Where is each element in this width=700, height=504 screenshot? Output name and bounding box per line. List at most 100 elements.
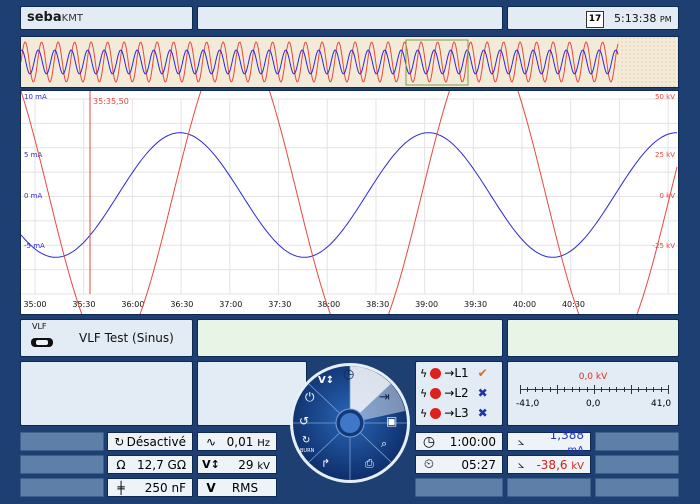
- empty-slot: [595, 478, 679, 497]
- burn-cell[interactable]: ↻ Désactivé: [107, 432, 193, 451]
- phase-row-l3[interactable]: ϟ → L3 ✖: [420, 406, 488, 420]
- series-line: [21, 91, 678, 314]
- burn-icon: ↻: [114, 434, 125, 449]
- empty-slot: [20, 478, 104, 497]
- phase-led: [430, 367, 442, 379]
- scale-tick: [645, 387, 647, 392]
- scale-tick: [520, 385, 521, 394]
- arrow-icon: →: [444, 366, 455, 380]
- capacitance-cell[interactable]: ╪ 250 nF: [107, 478, 193, 497]
- marker-icon[interactable]: ▣: [386, 414, 398, 428]
- cross-icon: ✖: [477, 386, 488, 400]
- mode-panel-right: [507, 319, 679, 357]
- right-axis-tick: 25 kV: [655, 151, 675, 159]
- x-axis-tick: 35:30: [72, 300, 95, 309]
- scale-ticks: [520, 385, 669, 394]
- overview-series: [21, 49, 619, 75]
- elapsed-value: 05:27: [461, 457, 496, 472]
- scale-tick: [594, 385, 595, 394]
- frequency-cell[interactable]: ∿ 0,01 Hz: [197, 432, 277, 451]
- mode-icon: V: [206, 480, 216, 495]
- empty-slot: [20, 455, 104, 474]
- x-axis-tick: 39:30: [464, 300, 487, 309]
- phase-row-l2[interactable]: ϟ → L2 ✖: [420, 386, 488, 400]
- x-axis-tick: 39:00: [415, 300, 438, 309]
- right-axis-tick: 0 kV: [659, 192, 675, 200]
- scale-tick: [668, 385, 669, 394]
- ohm-icon: Ω: [116, 457, 126, 472]
- overview-strip[interactable]: [20, 36, 679, 88]
- scale-tick: [631, 385, 632, 394]
- left-axis-tick: -5 mA: [24, 242, 45, 250]
- voltage-icon: V↕: [202, 458, 220, 471]
- overview-series: [21, 41, 619, 83]
- logo: sebaKMT: [27, 10, 83, 25]
- current-value: 1,388 mA: [549, 427, 584, 456]
- info-panel-left: [20, 361, 193, 426]
- scale-tick: [527, 387, 529, 392]
- current-cell[interactable]: ⦣ 1,388 mA: [507, 428, 591, 456]
- header-center-panel: [197, 6, 503, 30]
- empty-slot: [20, 432, 104, 451]
- mode-value: RMS: [231, 480, 259, 495]
- duration-cell[interactable]: ◷ 1:00:00: [415, 432, 503, 451]
- left-axis-tick: 10 mA: [24, 93, 47, 101]
- mode-cell[interactable]: V RMS: [197, 478, 277, 497]
- phase-row-l1[interactable]: ϟ → L1 ✔: [420, 366, 488, 380]
- arrow-icon: →: [444, 406, 455, 420]
- power-icon[interactable]: ⏻: [305, 390, 315, 404]
- print-icon[interactable]: ⎙: [365, 457, 374, 470]
- stopwatch-icon: ⏲: [423, 457, 435, 472]
- main-chart[interactable]: 10 mA 5 mA 0 mA -5 mA 50 kV 25 kV 0 kV -25 kV 35…: [20, 90, 679, 315]
- clock-icon[interactable]: ◷: [343, 367, 355, 382]
- scale-tick: [653, 387, 655, 392]
- x-axis-tick: 40:00: [513, 300, 536, 309]
- ramp-down-icon[interactable]: ↱: [321, 457, 331, 470]
- cross-icon: ✖: [477, 406, 488, 420]
- elapsed-cell[interactable]: ⏲ 05:27: [415, 455, 503, 474]
- chart-svg: 10 mA 5 mA 0 mA -5 mA 50 kV 25 kV 0 kV -25 kV 35…: [21, 91, 678, 314]
- scale-value: 0,0 kV: [578, 372, 608, 382]
- mode-panel-center: [197, 319, 503, 357]
- phase-label: L3: [454, 406, 469, 420]
- scale-tick: [638, 387, 640, 392]
- scale-tick: [579, 387, 581, 392]
- check-icon: ✔: [477, 366, 488, 380]
- calendar-icon[interactable]: 17: [586, 11, 604, 28]
- empty-slot: [415, 478, 503, 497]
- scale-tick: [601, 387, 603, 392]
- control-dial[interactable]: ◷ V↕ ⇥ ⏻ ▣ ↺ ⌕ ↻ BURN ⎙ ↱: [289, 359, 411, 500]
- x-axis-tick: 36:30: [170, 300, 193, 309]
- scale-tick: [623, 387, 625, 392]
- trend-icon: ⦣: [517, 457, 525, 471]
- sine-wave-icon: ∿: [205, 434, 217, 449]
- phase-panel: ϟ → L1 ✔ ϟ → L2 ✖ ϟ → L3 ✖: [415, 361, 503, 426]
- scale-panel: 0,0 kV -41,0 0,0 41,0: [507, 361, 679, 426]
- mode-panel[interactable]: VLF VLF Test (Sinus): [20, 319, 193, 357]
- frequency-value: 0,01 Hz: [226, 434, 270, 449]
- arrow-icon: →: [444, 386, 455, 400]
- resistance-cell[interactable]: Ω 12,7 GΩ: [107, 455, 193, 474]
- duration-value: 1:00:00: [449, 434, 496, 449]
- phase-led: [430, 407, 442, 419]
- cursor-label: 35:35,50: [93, 97, 129, 106]
- x-axis-tick: 38:00: [317, 300, 340, 309]
- scale-tick: [608, 387, 610, 392]
- scale-tick: [586, 387, 588, 392]
- left-axis-tick: 5 mA: [24, 151, 42, 159]
- clock-icon: ◷: [422, 433, 436, 450]
- undo-icon[interactable]: ↺: [299, 414, 310, 428]
- series-line: [21, 132, 678, 258]
- burn-icon[interactable]: ↻: [302, 435, 311, 446]
- voltage-ramp-icon[interactable]: V↕: [318, 375, 335, 386]
- left-axis-tick: 0 mA: [24, 192, 42, 200]
- voltage-measure-value: -38,6 kV: [536, 457, 584, 472]
- scale-tick: [571, 387, 573, 392]
- zoom-icon[interactable]: ⌕: [381, 437, 388, 450]
- x-axis-tick: 36:00: [121, 300, 144, 309]
- scale-max: 41,0: [651, 399, 672, 409]
- arrow-right-icon[interactable]: ⇥: [379, 390, 390, 405]
- voltage-measure-cell[interactable]: ⦣ -38,6 kV: [507, 455, 591, 474]
- logo-panel: sebaKMT: [20, 6, 193, 30]
- voltage-cell[interactable]: V↕ 29 kV: [197, 455, 277, 474]
